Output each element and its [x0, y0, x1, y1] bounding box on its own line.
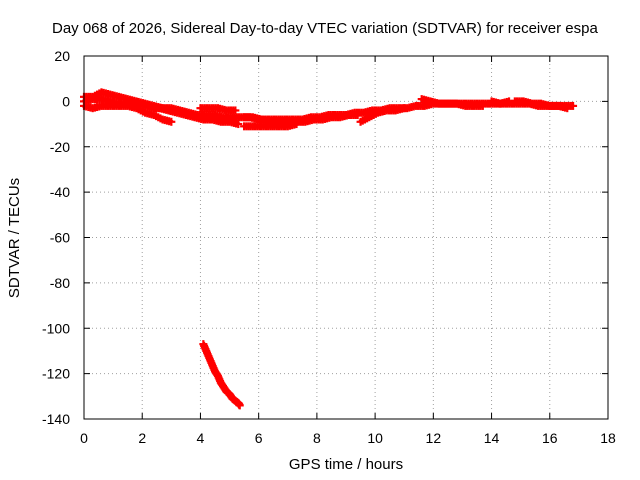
x-tick-label: 4 [197, 430, 205, 446]
series-band [490, 98, 510, 107]
series-band [83, 103, 172, 125]
series-band [514, 98, 568, 111]
y-tick-label: 0 [62, 93, 70, 109]
y-tick-label: -120 [42, 366, 70, 382]
x-tick-label: 18 [600, 430, 616, 446]
x-axis-label: GPS time / hours [289, 456, 403, 473]
series-band [84, 89, 172, 113]
x-tick-label: 2 [138, 430, 146, 446]
y-tick-label: -40 [50, 184, 70, 200]
y-tick-label: -60 [50, 230, 70, 246]
series-band [244, 121, 298, 129]
x-tick-label: 0 [80, 430, 88, 446]
x-tick-label: 14 [484, 430, 500, 446]
series-band [359, 105, 405, 125]
axis-ticks: 0 2 4 6 8 10 12 14 16 18 20 0 -20 -40 -60 -80 -100 -120 -1… [42, 48, 616, 446]
y-axis-label: SDTVAR / TECUs [6, 178, 23, 298]
series-band [201, 343, 242, 407]
y-tick-label: -80 [50, 275, 70, 291]
chart-title: Day 068 of 2026, Sidereal Day-to-day VTE… [52, 20, 598, 37]
y-tick-label: -100 [42, 320, 70, 336]
x-tick-label: 8 [313, 430, 321, 446]
x-tick-label: 12 [426, 430, 442, 446]
series-band [244, 112, 358, 125]
x-tick-label: 10 [367, 430, 383, 446]
series-band [159, 105, 239, 127]
series-band [200, 105, 236, 113]
data-marks [80, 88, 578, 410]
y-tick-label: -20 [50, 139, 70, 155]
x-tick-label: 16 [542, 430, 558, 446]
y-tick-label: -140 [42, 411, 70, 427]
x-tick-label: 6 [255, 430, 263, 446]
y-tick-label: 20 [54, 48, 70, 64]
series-band [421, 96, 483, 109]
plot-frame [83, 55, 609, 420]
